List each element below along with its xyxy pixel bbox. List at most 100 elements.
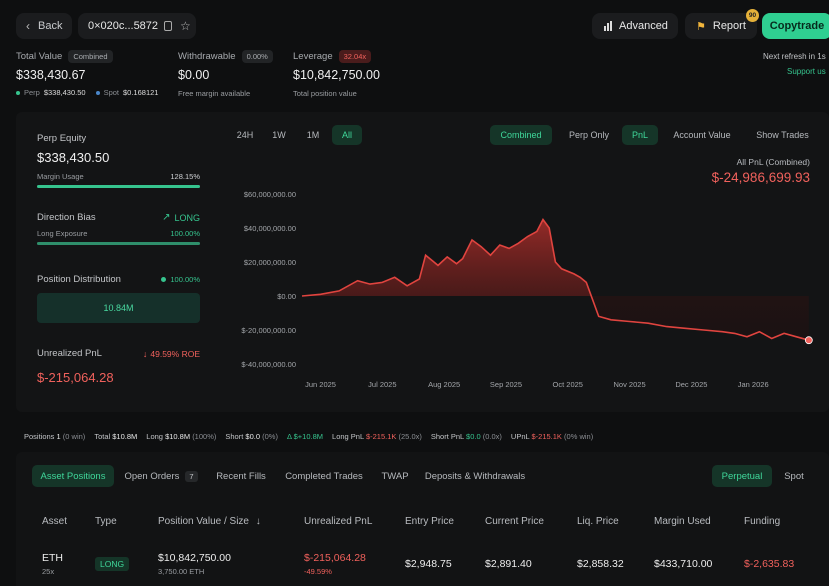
direction-bias-label: Direction Bias bbox=[37, 212, 96, 223]
row-upnl: $-215,064.28 bbox=[304, 552, 366, 564]
y-tick-label: $0.00 bbox=[277, 292, 296, 301]
tab-recent-fills[interactable]: Recent Fills bbox=[216, 470, 266, 482]
x-tick-label: Jan 2026 bbox=[738, 380, 769, 389]
green-dot-icon bbox=[161, 277, 167, 282]
col-entry-price[interactable]: Entry Price bbox=[405, 516, 454, 527]
col-type[interactable]: Type bbox=[95, 516, 117, 527]
margin-usage-fill bbox=[37, 185, 200, 188]
total-value-label: Total Value bbox=[16, 51, 63, 62]
pnl-area-negative bbox=[302, 296, 809, 341]
withdrawable-pct: 0.00% bbox=[241, 50, 273, 63]
col-unrealized-pnl[interactable]: Unrealized PnL bbox=[304, 516, 373, 527]
range-tab-all[interactable]: All bbox=[332, 125, 362, 145]
support-link[interactable]: Support us bbox=[787, 67, 826, 76]
perp-value: $338,430.50 bbox=[43, 88, 86, 97]
tab-asset-positions[interactable]: Asset Positions bbox=[32, 465, 114, 487]
pnl-area-positive bbox=[302, 219, 809, 296]
show-trades-toggle[interactable]: Show Trades bbox=[756, 130, 809, 140]
tab-perpetual[interactable]: Perpetual bbox=[712, 465, 772, 487]
total-value: $338,430.67 bbox=[16, 68, 86, 82]
col-asset[interactable]: Asset bbox=[42, 516, 68, 527]
open-orders-count: 7 bbox=[185, 470, 198, 482]
col-liq-price[interactable]: Liq. Price bbox=[577, 516, 619, 527]
distribution-block[interactable]: 10.84M bbox=[37, 293, 200, 323]
withdrawable-value: $0.00 bbox=[178, 68, 210, 82]
arrow-left-icon: ‹ bbox=[26, 19, 30, 33]
metric-tab-pnl[interactable]: PnL bbox=[622, 125, 658, 145]
leverage-value: $10,842,750.00 bbox=[293, 68, 380, 82]
report-badge: 90 bbox=[746, 9, 759, 22]
row-upnl-pct: -49.59% bbox=[304, 567, 332, 576]
mode-tab-combined[interactable]: Combined bbox=[490, 125, 552, 145]
unrealized-pnl-value: $-215,064.28 bbox=[37, 370, 114, 385]
row-position-value: $10,842,750.00 bbox=[158, 552, 231, 564]
metric-tab-account-value[interactable]: Account Value bbox=[673, 130, 731, 140]
metric-tabs: PnL Account Value bbox=[622, 125, 742, 145]
next-refresh: Next refresh in 1s bbox=[763, 52, 826, 61]
y-tick-label: $60,000,000.00 bbox=[244, 190, 296, 199]
pnl-line bbox=[301, 217, 810, 341]
row-type-badge: LONG bbox=[95, 557, 130, 571]
margin-usage-value: 128.15% bbox=[170, 172, 200, 181]
positions-tabs: Asset Positions Open Orders 7 Recent Fil… bbox=[32, 465, 534, 487]
tab-spot[interactable]: Spot bbox=[784, 470, 804, 482]
stats-row: Positions 1 (0 win) Total $10.8M Long $1… bbox=[24, 432, 593, 441]
arrow-down-icon: ↓ bbox=[142, 348, 148, 359]
table-row[interactable]: ETH 25x LONG $10,842,750.00 3,750.00 ETH… bbox=[0, 550, 829, 586]
long-exposure-fill bbox=[37, 242, 200, 245]
col-current-price[interactable]: Current Price bbox=[485, 516, 544, 527]
row-asset: ETH bbox=[42, 552, 63, 564]
tab-deposits-withdrawals[interactable]: Deposits & Withdrawals bbox=[424, 470, 526, 482]
col-margin-used[interactable]: Margin Used bbox=[654, 516, 711, 527]
report-button[interactable]: ⚑ Report bbox=[685, 13, 757, 39]
total-value-block: Total Value Combined $338,430.67 Perp $3… bbox=[16, 50, 158, 97]
tab-completed-trades[interactable]: Completed Trades bbox=[285, 470, 363, 482]
y-tick-label: $20,000,000.00 bbox=[244, 258, 296, 267]
pnl-chart[interactable]: $60,000,000.00 $40,000,000.00 $20,000,000.… bbox=[225, 180, 825, 395]
star-icon[interactable]: ☆ bbox=[180, 19, 191, 33]
x-tick-label: Dec 2025 bbox=[675, 380, 707, 389]
x-tick-label: Aug 2025 bbox=[428, 380, 460, 389]
tab-twap[interactable]: TWAP bbox=[381, 470, 409, 482]
range-tab-24h[interactable]: 24H bbox=[236, 130, 254, 140]
positions-win: (0 win) bbox=[62, 432, 86, 441]
x-tick-label: Oct 2025 bbox=[553, 380, 583, 389]
mode-tab-perp-only[interactable]: Perp Only bbox=[568, 130, 610, 140]
copytrade-button[interactable]: Copytrade bbox=[762, 13, 829, 39]
range-tab-1m[interactable]: 1M bbox=[306, 130, 320, 140]
x-tick-label: Jul 2025 bbox=[368, 380, 396, 389]
col-position-value[interactable]: Position Value / Size ↓ bbox=[158, 516, 261, 527]
long-pct: (100%) bbox=[192, 432, 217, 441]
row-funding: $-2,635.83 bbox=[744, 558, 795, 570]
row-margin-used: $433,710.00 bbox=[654, 558, 713, 570]
margin-usage-label: Margin Usage bbox=[37, 172, 84, 181]
col-funding[interactable]: Funding bbox=[744, 516, 781, 527]
margin-usage-bar bbox=[37, 185, 200, 188]
withdrawable-block: Withdrawable 0.00% $0.00 Free margin ava… bbox=[178, 50, 273, 98]
col-position-value-label: Position Value / Size bbox=[158, 516, 249, 527]
x-tick-label: Jun 2025 bbox=[305, 380, 336, 389]
withdrawable-sub: Free margin available bbox=[178, 89, 251, 98]
advanced-button[interactable]: Advanced bbox=[592, 13, 678, 39]
back-button[interactable]: ‹ Back bbox=[16, 13, 72, 39]
tab-open-orders[interactable]: Open Orders 7 bbox=[114, 465, 208, 487]
long-value: $10.8M bbox=[165, 432, 191, 441]
spot-value: $0.168121 bbox=[123, 88, 159, 97]
pnl-summary-value: $-24,986,699.93 bbox=[711, 170, 810, 185]
upnl-value: $-215.1K bbox=[531, 432, 562, 441]
pnl-end-dot[interactable] bbox=[804, 336, 813, 345]
positions-label: Positions bbox=[24, 432, 55, 441]
short-pnl-value: $0.0 bbox=[466, 432, 481, 441]
position-distribution-label: Position Distribution bbox=[37, 274, 121, 285]
long-pnl-x: (25.0x) bbox=[398, 432, 422, 441]
unrealized-pnl-section: Unrealized PnL ↓ 49.59% ROE $-215,064.28 bbox=[37, 348, 200, 385]
advanced-label: Advanced bbox=[619, 20, 668, 32]
range-tab-1w[interactable]: 1W bbox=[272, 130, 286, 140]
leverage-block: Leverage 32.04x $10,842,750.00 Total pos… bbox=[293, 50, 380, 98]
sort-down-icon: ↓ bbox=[255, 516, 261, 527]
upnl-win: (0% win) bbox=[564, 432, 594, 441]
copy-icon[interactable] bbox=[164, 21, 173, 31]
range-tabs: 24H 1W 1M All bbox=[230, 125, 362, 145]
perp-dot-icon bbox=[16, 90, 20, 95]
long-exposure-label: Long Exposure bbox=[37, 229, 88, 238]
